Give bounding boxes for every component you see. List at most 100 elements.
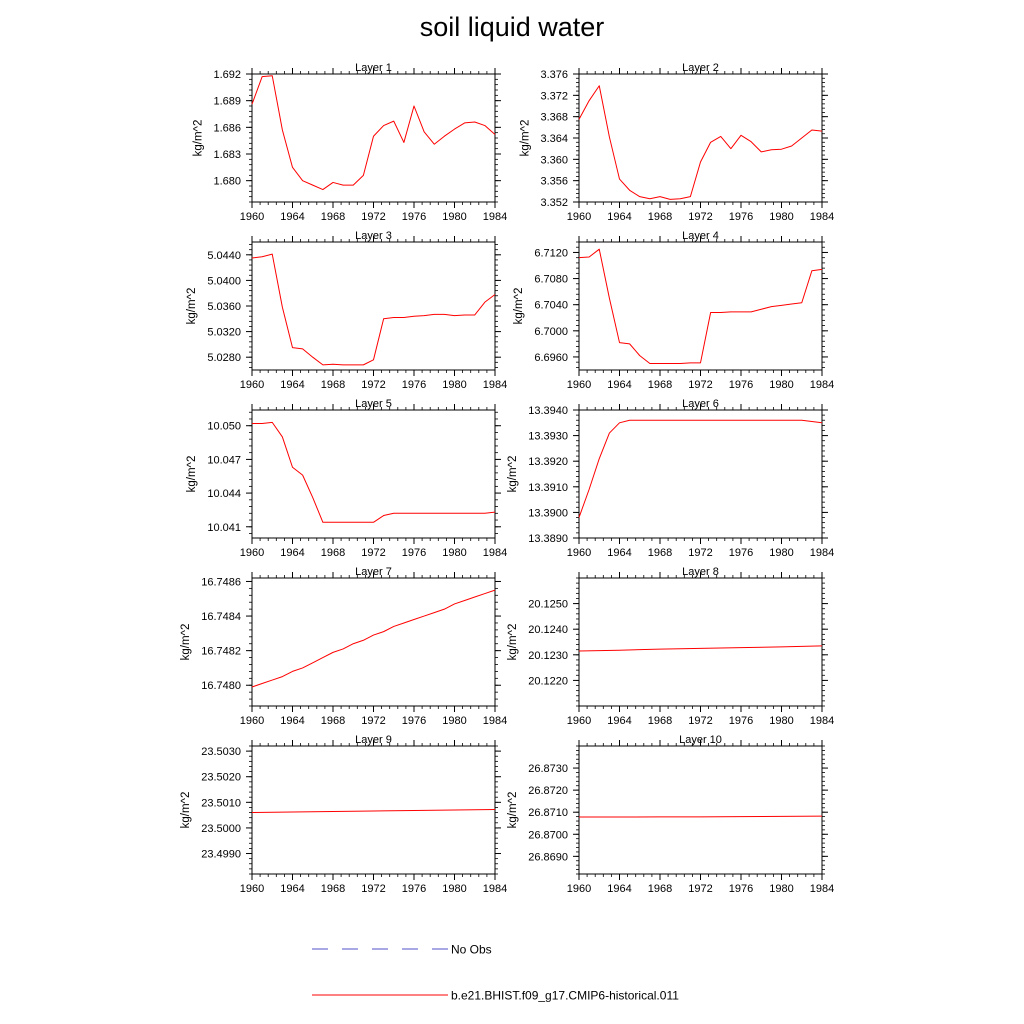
y-tick-label: 26.8700 <box>528 829 568 841</box>
x-tick-label: 1968 <box>648 379 672 391</box>
legend-model-label: b.e21.BHIST.f09_g17.CMIP6-historical.011 <box>451 989 679 1003</box>
x-tick-label: 1972 <box>361 883 385 895</box>
plot-frame <box>578 73 823 203</box>
y-tick-label: 16.7482 <box>201 646 241 658</box>
x-tick-label: 1972 <box>361 379 385 391</box>
y-axis-label: kg/m^2 <box>507 792 519 829</box>
y-tick-label: 10.044 <box>207 488 241 500</box>
x-tick-label: 1972 <box>361 547 385 559</box>
y-tick-label: 5.0440 <box>207 250 241 262</box>
plot-frame <box>251 241 496 371</box>
series-line <box>251 808 496 814</box>
x-tick-label: 1964 <box>607 211 631 223</box>
x-tick-label: 1960 <box>567 715 591 727</box>
y-tick-label: 1.692 <box>213 69 241 81</box>
y-tick-label: 1.686 <box>213 122 241 134</box>
y-tick-label: 26.8730 <box>528 763 568 775</box>
y-tick-label: 6.7120 <box>534 247 568 259</box>
y-tick-label: 5.0360 <box>207 301 241 313</box>
x-tick-label: 1980 <box>769 379 793 391</box>
y-tick-label: 20.1250 <box>528 599 568 611</box>
y-tick-label: 23.5030 <box>201 746 241 758</box>
y-tick-label: 16.7484 <box>201 611 241 623</box>
x-tick-label: 1960 <box>567 883 591 895</box>
x-tick-label: 1968 <box>321 379 345 391</box>
x-tick-label: 1984 <box>810 715 834 727</box>
series-line <box>251 253 496 366</box>
plot-frame <box>251 409 496 539</box>
x-tick-label: 1976 <box>729 211 753 223</box>
y-axis-label: kg/m^2 <box>186 456 198 493</box>
x-tick-label: 1976 <box>729 715 753 727</box>
y-tick-label: 3.352 <box>540 197 568 209</box>
y-tick-label: 3.364 <box>540 133 568 145</box>
x-tick-label: 1984 <box>483 379 507 391</box>
x-tick-label: 1980 <box>769 883 793 895</box>
series-line <box>251 589 496 688</box>
y-tick-label: 16.7480 <box>201 680 241 692</box>
x-tick-label: 1968 <box>648 211 672 223</box>
x-tick-label: 1972 <box>688 211 712 223</box>
x-tick-label: 1984 <box>483 547 507 559</box>
y-axis-label: kg/m^2 <box>507 624 519 661</box>
x-tick-label: 1964 <box>280 883 304 895</box>
y-tick-label: 16.7486 <box>201 576 241 588</box>
x-tick-label: 1976 <box>729 883 753 895</box>
x-tick-label: 1972 <box>688 715 712 727</box>
y-tick-label: 23.5000 <box>201 823 241 835</box>
y-tick-label: 20.1230 <box>528 650 568 662</box>
x-tick-label: 1960 <box>567 379 591 391</box>
y-tick-label: 3.360 <box>540 154 568 166</box>
x-tick-label: 1968 <box>321 211 345 223</box>
series-line <box>252 421 496 523</box>
x-tick-label: 1968 <box>321 883 345 895</box>
y-tick-label: 13.3890 <box>528 533 568 545</box>
x-tick-label: 1960 <box>240 715 264 727</box>
x-tick-label: 1972 <box>361 211 385 223</box>
y-tick-label: 23.4990 <box>201 849 241 861</box>
x-tick-label: 1960 <box>240 883 264 895</box>
plot-frame <box>251 577 496 707</box>
x-tick-label: 1964 <box>280 715 304 727</box>
series-line <box>578 85 823 200</box>
x-tick-label: 1968 <box>321 547 345 559</box>
y-tick-label: 3.368 <box>540 112 568 124</box>
y-tick-label: 13.3910 <box>528 482 568 494</box>
y-tick-label: 20.1240 <box>528 624 568 636</box>
x-tick-label: 1976 <box>402 547 426 559</box>
legend-no-obs-label: No Obs <box>451 943 492 957</box>
y-tick-label: 3.372 <box>540 90 568 102</box>
x-tick-label: 1960 <box>240 379 264 391</box>
x-tick-label: 1968 <box>648 883 672 895</box>
x-tick-label: 1980 <box>442 883 466 895</box>
plot-frame <box>578 241 823 371</box>
y-tick-label: 23.5010 <box>201 797 241 809</box>
x-tick-label: 1964 <box>607 547 631 559</box>
x-tick-label: 1964 <box>607 715 631 727</box>
x-tick-label: 1980 <box>442 547 466 559</box>
y-tick-label: 26.8690 <box>528 851 568 863</box>
x-tick-label: 1960 <box>240 547 264 559</box>
y-axis-label: kg/m^2 <box>180 624 192 661</box>
x-tick-label: 1980 <box>769 715 793 727</box>
x-tick-label: 1960 <box>567 211 591 223</box>
x-tick-label: 1980 <box>442 379 466 391</box>
x-tick-label: 1964 <box>280 379 304 391</box>
y-axis-label: kg/m^2 <box>193 120 205 157</box>
y-tick-label: 5.0400 <box>207 275 241 287</box>
y-tick-label: 26.8720 <box>528 785 568 797</box>
y-tick-label: 6.7040 <box>534 300 568 312</box>
x-tick-label: 1980 <box>442 715 466 727</box>
series-line <box>578 248 823 364</box>
plot-frame <box>578 577 823 707</box>
x-tick-label: 1984 <box>810 379 834 391</box>
y-tick-label: 10.050 <box>207 421 241 433</box>
series-line <box>579 815 823 818</box>
x-tick-label: 1972 <box>688 883 712 895</box>
x-tick-label: 1972 <box>361 715 385 727</box>
